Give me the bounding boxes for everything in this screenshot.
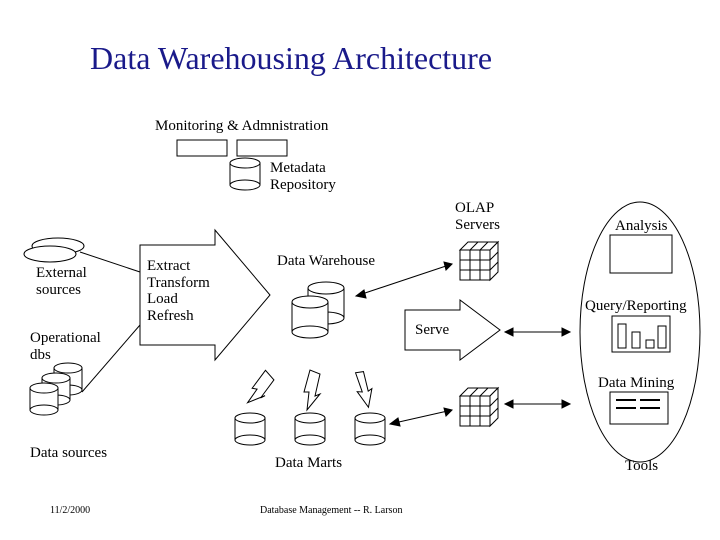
data-marts-icon <box>235 413 385 445</box>
datamart-arrows-icon <box>248 368 375 410</box>
tools-label: Tools <box>625 458 658 475</box>
monitoring-label: Monitoring & Admnistration <box>155 118 328 135</box>
data-mining-icon <box>610 392 668 424</box>
external-sources-icon <box>24 238 84 262</box>
etl-label: Extract Transform Load Refresh <box>147 258 210 324</box>
olap-cube-icon <box>460 242 498 426</box>
serve-label: Serve <box>415 322 449 339</box>
mining-label: Data Mining <box>598 375 674 392</box>
analysis-label: Analysis <box>615 218 668 235</box>
metadata-label: Metadata Repository <box>270 160 336 193</box>
analysis-box-icon <box>610 235 672 273</box>
page-title: Data Warehousing Architecture <box>90 40 492 77</box>
opdbs-label: Operational dbs <box>30 330 101 363</box>
olap-label: OLAP Servers <box>455 200 500 233</box>
qr-label: Query/Reporting <box>585 298 687 315</box>
external-label: External sources <box>36 265 87 298</box>
tools-ellipse-icon <box>580 202 700 462</box>
footer-credit: Database Management -- R. Larson <box>260 505 402 516</box>
footer-date: 11/2/2000 <box>50 505 90 516</box>
datamarts-label: Data Marts <box>275 455 342 472</box>
dw-label: Data Warehouse <box>277 253 375 270</box>
diagram-canvas <box>0 0 720 540</box>
metadata-cylinder-icon <box>230 158 260 190</box>
datasources-label: Data sources <box>30 445 107 462</box>
data-warehouse-icon <box>292 282 344 338</box>
dw-olap-arrows-icon <box>356 262 570 408</box>
query-reporting-icon <box>612 316 670 352</box>
operational-dbs-icon <box>30 363 82 415</box>
